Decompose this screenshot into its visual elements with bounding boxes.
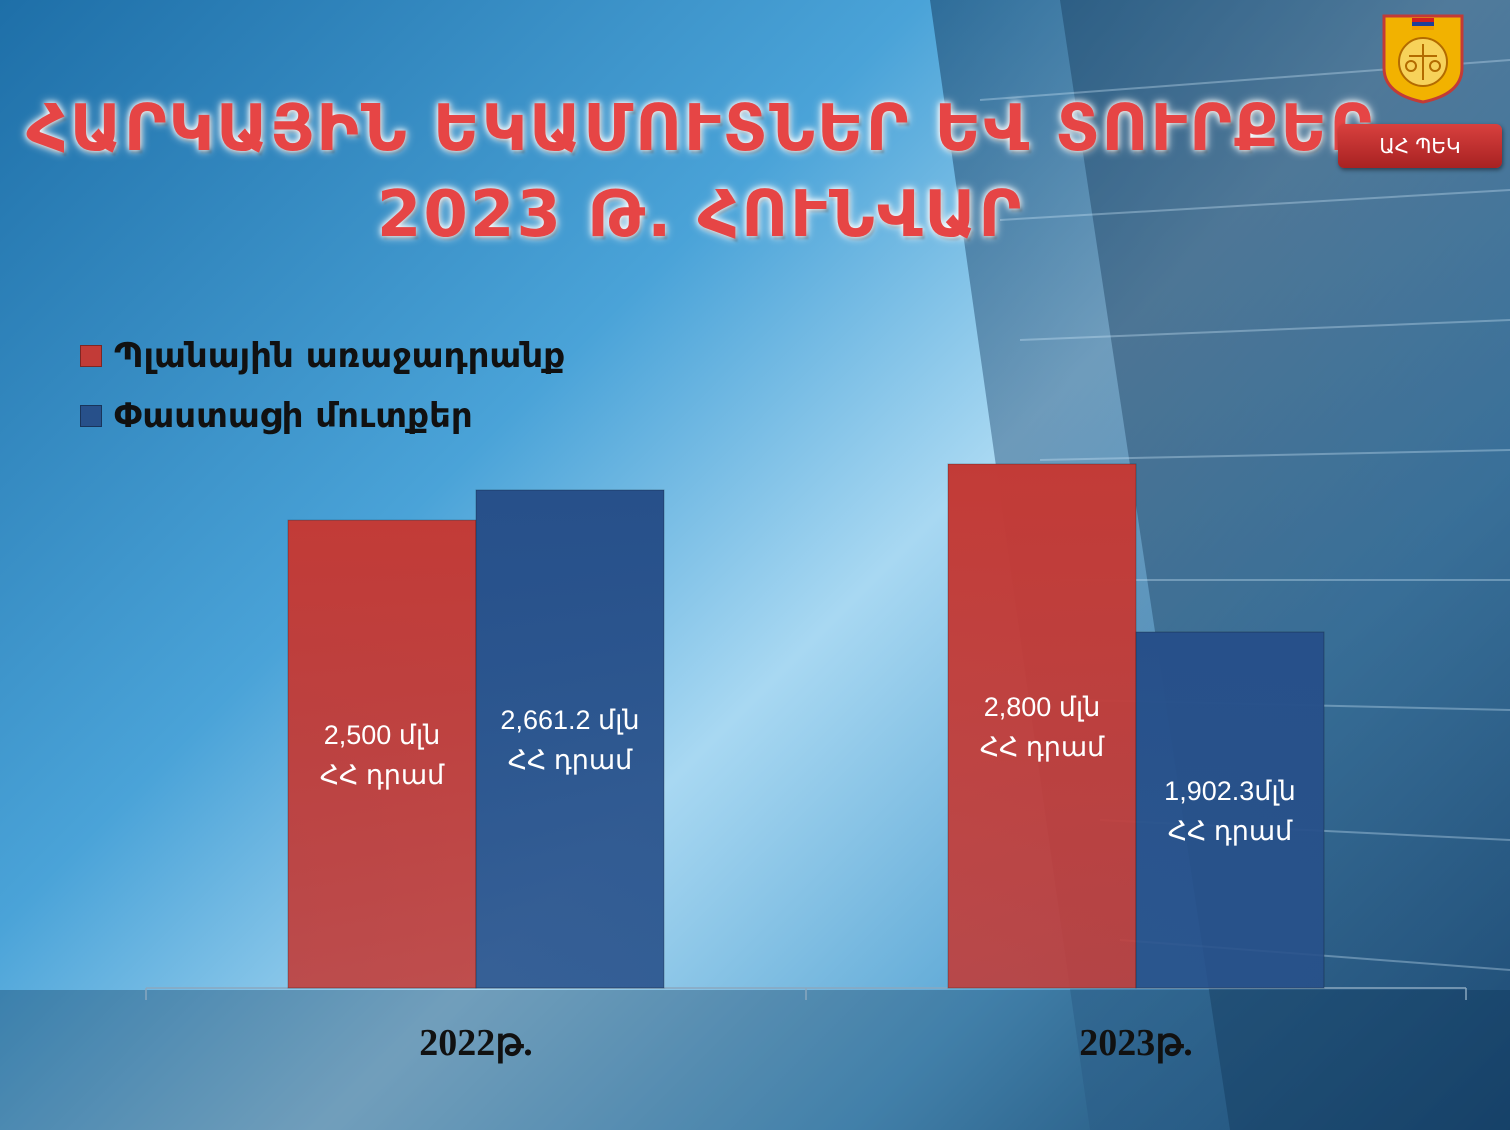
category-label-1: 2023թ. [1079,1022,1193,1064]
page-subtitle: 2023 Թ. ՀՈՒՆՎԱՐ [376,178,1024,252]
legend-item-plan: Պլանային առաջադրանք [80,336,565,376]
bar-value-label: 2,800 մլն [984,692,1101,722]
legend-label-plan: Պլանային առաջադրանք [114,336,566,376]
bar-value-label: 2,500 մլն [324,720,441,750]
tax-service-logo [1382,14,1464,104]
legend-item-actual: Փաստացի մուտքեր [80,396,473,436]
legend-label-actual: Փաստացի մուտքեր [114,396,473,436]
category-label-0: 2022թ. [419,1022,533,1064]
bar-plan-1 [947,463,1137,989]
bar-plan-0 [287,519,477,989]
bar-unit-label: ՀՀ դրամ [320,760,445,790]
legend-swatch-actual [80,405,102,427]
page-title: ՀԱՐԿԱՅԻՆ ԵԿԱՄՈՒՏՆԵՐ ԵՎ ՏՈՒՐՔԵՐ [26,92,1374,166]
bar-value-label: 1,902.3մլն [1164,776,1296,806]
legend-swatch-plan [80,345,102,367]
tax-service-badge: ԱՀ ՊԵԿ [1338,124,1502,168]
bar-value-label: 2,661.2 մլն [500,705,639,735]
bar-unit-label: ՀՀ դրամ [980,732,1105,762]
bar-actual-1 [1135,631,1325,989]
bar-unit-label: ՀՀ դրամ [508,745,633,775]
bar-unit-label: ՀՀ դրամ [1168,816,1293,846]
bar-actual-0 [475,489,665,989]
